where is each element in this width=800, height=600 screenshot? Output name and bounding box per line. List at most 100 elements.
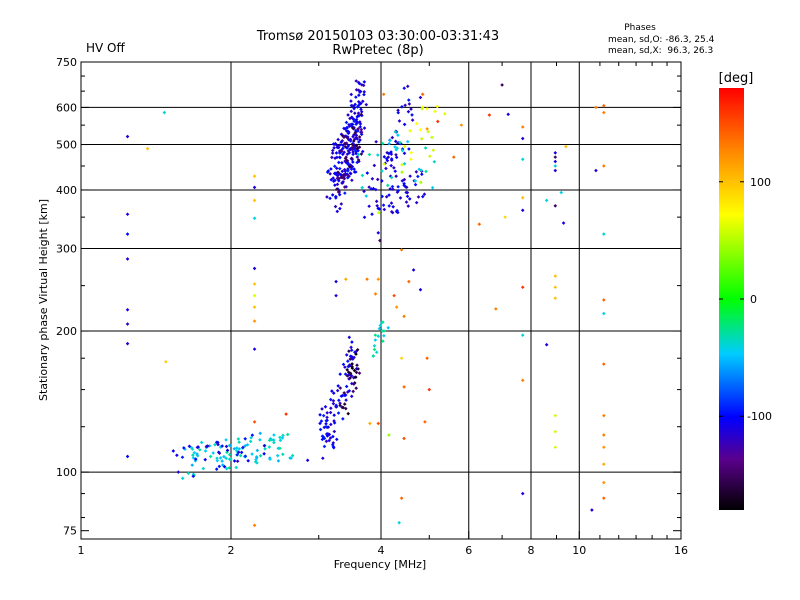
- data-point: [351, 126, 356, 131]
- data-point: [355, 115, 360, 119]
- data-point: [340, 169, 345, 174]
- data-point: [408, 129, 412, 133]
- data-point: [416, 195, 421, 199]
- data-point: [344, 120, 349, 125]
- data-point: [405, 84, 410, 89]
- data-point: [404, 200, 409, 204]
- data-point: [382, 155, 387, 159]
- data-point: [342, 176, 347, 181]
- data-point: [243, 443, 247, 448]
- data-point: [246, 458, 250, 463]
- data-point: [329, 406, 333, 411]
- data-point: [374, 139, 378, 144]
- data-point: [367, 185, 371, 189]
- data-point: [320, 434, 325, 439]
- data-point: [349, 99, 353, 103]
- data-point: [239, 450, 244, 455]
- data-point: [393, 139, 398, 144]
- data-point: [328, 397, 333, 402]
- data-point: [382, 207, 387, 212]
- data-point: [325, 411, 329, 415]
- data-point: [171, 449, 176, 453]
- data-point: [602, 462, 606, 466]
- data-point: [359, 112, 364, 117]
- data-point: [390, 135, 395, 140]
- data-point: [346, 131, 351, 136]
- data-point: [232, 459, 237, 463]
- data-point: [341, 417, 345, 421]
- data-point: [255, 461, 259, 465]
- data-point: [400, 163, 404, 167]
- data-point: [353, 350, 357, 355]
- data-point: [452, 155, 456, 159]
- data-point: [602, 311, 606, 316]
- data-point: [361, 83, 366, 88]
- data-point: [354, 349, 358, 354]
- data-point: [381, 339, 385, 343]
- data-point: [404, 185, 409, 190]
- data-point: [249, 435, 253, 440]
- data-point: [362, 126, 367, 130]
- data-point: [218, 445, 223, 449]
- data-point: [280, 436, 285, 440]
- data-point: [234, 465, 239, 470]
- data-point: [227, 466, 232, 470]
- chart-title: Tromsø 20150103 03:30:00-03:31:43: [256, 29, 499, 44]
- data-point: [330, 193, 335, 197]
- data-point: [414, 200, 419, 205]
- data-point: [272, 440, 276, 445]
- data-point: [406, 109, 411, 114]
- data-point: [396, 210, 400, 215]
- data-point: [414, 170, 419, 174]
- data-point: [350, 104, 355, 108]
- data-point: [356, 152, 361, 157]
- data-point: [275, 453, 280, 458]
- data-point: [180, 476, 185, 481]
- data-point: [399, 496, 404, 500]
- data-point: [344, 158, 349, 163]
- data-point: [402, 385, 406, 389]
- phase-box-line-o: mean, sd,O: -86.3, 25.4: [608, 35, 715, 45]
- data-point: [345, 390, 350, 394]
- data-point: [224, 466, 229, 471]
- data-point: [320, 437, 325, 442]
- data-point: [216, 442, 220, 447]
- data-point: [347, 349, 351, 353]
- data-point: [602, 445, 606, 450]
- data-point: [360, 99, 365, 104]
- data-point: [340, 393, 345, 398]
- data-point: [241, 445, 245, 450]
- data-point: [400, 170, 404, 174]
- data-point: [125, 454, 130, 459]
- data-point: [252, 293, 257, 298]
- data-point: [387, 141, 391, 146]
- data-point: [336, 384, 340, 388]
- data-point: [351, 143, 355, 147]
- data-point: [399, 248, 404, 252]
- data-point: [343, 159, 347, 163]
- data-point: [336, 170, 340, 175]
- data-point: [345, 172, 350, 177]
- data-point: [145, 146, 150, 151]
- data-point: [342, 167, 347, 172]
- data-point: [267, 438, 272, 443]
- data-point: [352, 104, 356, 109]
- data-point: [544, 198, 549, 203]
- data-point: [352, 368, 357, 373]
- data-point: [193, 458, 198, 463]
- data-point: [433, 109, 437, 114]
- data-point: [238, 453, 243, 458]
- data-point: [203, 449, 208, 453]
- data-point: [385, 183, 390, 188]
- data-point: [376, 206, 380, 211]
- data-point: [602, 298, 606, 302]
- data-point: [341, 405, 345, 410]
- data-point: [355, 347, 360, 352]
- data-point: [191, 456, 196, 460]
- data-point: [354, 352, 358, 356]
- data-point: [332, 146, 336, 150]
- data-point: [192, 473, 196, 478]
- data-point: [357, 81, 362, 86]
- data-point: [431, 148, 436, 153]
- data-point: [357, 145, 362, 150]
